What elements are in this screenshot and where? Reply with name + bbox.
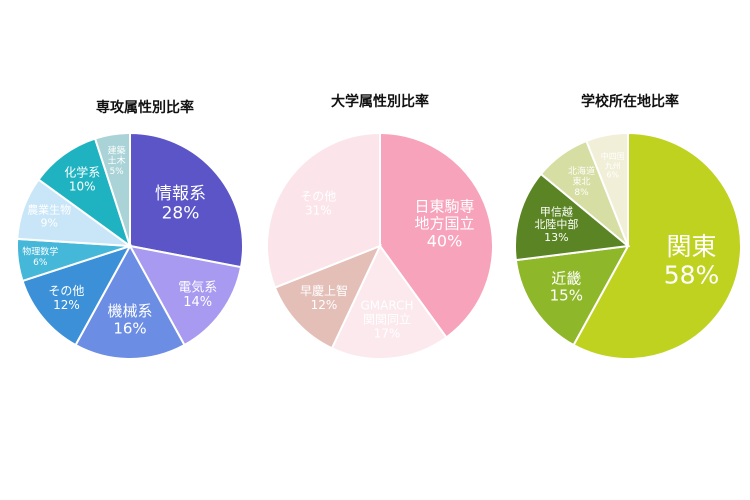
slice-percent-label: 6%: [606, 171, 619, 180]
chart-title: 学校所在地比率: [581, 93, 679, 110]
slice-percent-label: 5%: [109, 167, 124, 177]
slice-label: 機械系: [107, 302, 152, 320]
slice-label: 中四国: [601, 151, 625, 161]
slice-label: 化学系: [64, 165, 100, 180]
slice-percent-label: 10%: [69, 179, 96, 193]
slices: [16, 131, 244, 360]
pie-slice: [21, 244, 133, 347]
slice-label: 日東駒専: [414, 197, 474, 215]
pie-slice: [572, 131, 742, 360]
slice-label: 九州: [605, 161, 621, 170]
slice-label: 甲信越: [540, 205, 573, 219]
slice-percent-label: 8%: [574, 188, 589, 198]
slice-label: 物理数学: [22, 246, 58, 258]
slice-label: 北陸中部: [534, 217, 578, 231]
slice-percent-label: 40%: [427, 232, 463, 251]
pie-slice: [330, 244, 448, 360]
slice-percent-label: 31%: [305, 203, 332, 217]
slice-percent-label: 28%: [162, 204, 200, 224]
slice-percent-label: 12%: [53, 298, 80, 312]
slice-label: 関東: [666, 232, 716, 261]
slice-label: 近畿: [551, 269, 581, 287]
slice-percent-label: 15%: [550, 287, 583, 305]
pie-slice: [514, 244, 630, 347]
pie-slice: [74, 243, 186, 360]
pie-slice: [266, 131, 381, 289]
slice-label: GMARCH: [360, 299, 413, 313]
slice-percent-label: 6%: [33, 258, 48, 268]
slice-percent-label: 14%: [183, 295, 212, 310]
pie-slice: [128, 244, 243, 347]
slice-label: その他: [300, 190, 336, 204]
slice-percent-label: 9%: [40, 216, 57, 229]
pie-slice: [514, 172, 631, 262]
slices: [266, 131, 494, 360]
slice-percent-label: 17%: [374, 326, 401, 340]
slice-label: 東北: [572, 176, 590, 188]
pie-slice: [93, 131, 131, 247]
slice-percent-label: 58%: [664, 261, 720, 290]
slice-label: 地方国立: [414, 215, 474, 233]
pie-slice: [273, 244, 382, 350]
chart-title: 大学属性別比率: [331, 93, 429, 110]
slice-label: 電気系: [178, 279, 217, 295]
slice-percent-label: 12%: [311, 298, 338, 312]
pie-slice: [129, 131, 244, 269]
pie-slice: [585, 131, 629, 247]
slice-label: 建築: [108, 144, 126, 156]
slice-label: 農業生物: [27, 203, 71, 217]
slice-label: 情報系: [155, 184, 206, 204]
chart-title: 専攻属性別比率: [96, 99, 194, 116]
pie-slice: [37, 137, 132, 249]
slice-percent-label: 16%: [113, 319, 146, 337]
slice-label: 土木: [108, 155, 126, 167]
slice-label: 関関同立: [363, 312, 411, 327]
slice-label: 北海道: [568, 165, 595, 177]
slice-percent-label: 13%: [544, 231, 568, 244]
slice-label: 早慶上智: [300, 283, 348, 298]
slices: [514, 131, 742, 360]
slice-label: その他: [48, 284, 84, 298]
pie-slice: [379, 131, 494, 339]
